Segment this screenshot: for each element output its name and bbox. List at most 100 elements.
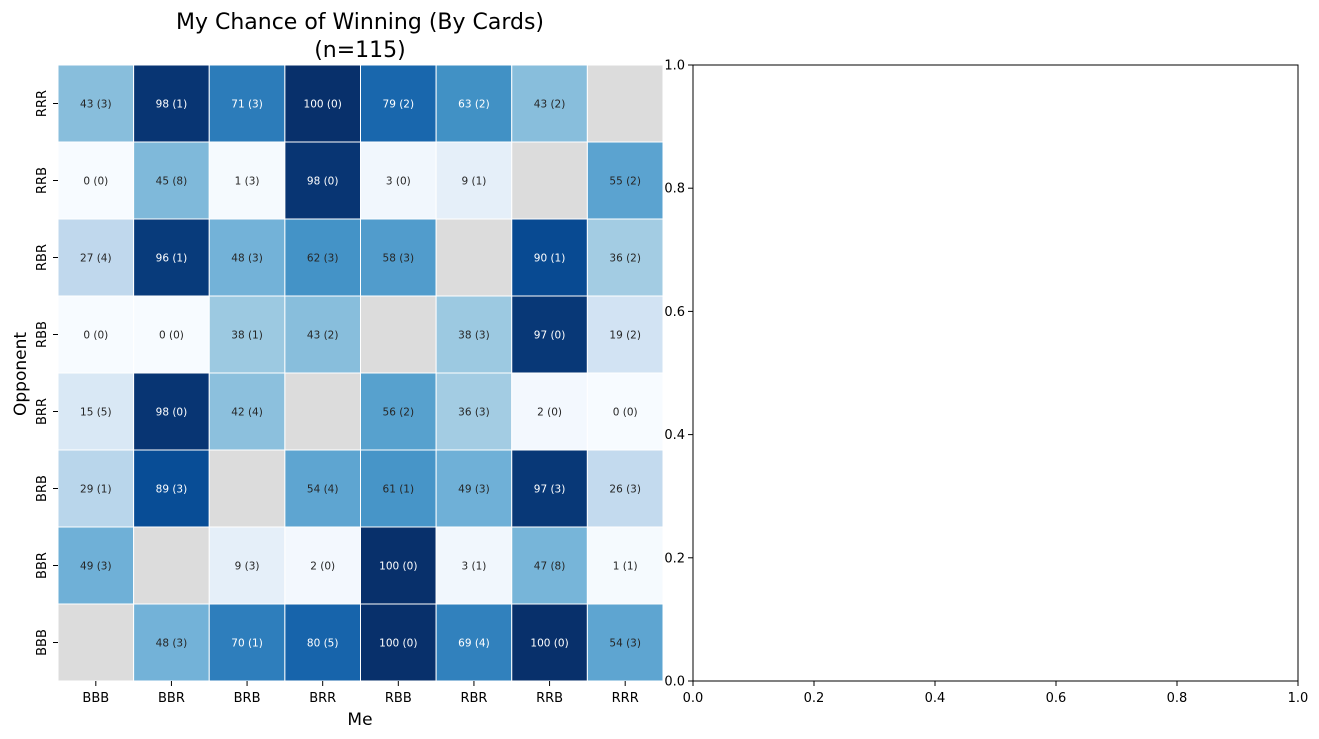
y-tick-label: BBB <box>35 629 50 656</box>
heatmap-cell <box>511 603 588 682</box>
y-tick-label: RRR <box>35 90 50 117</box>
heatmap-cell <box>57 295 135 374</box>
heatmap-cell <box>360 526 437 605</box>
x-tick-label: RRR <box>612 691 639 706</box>
heatmap-cell-label: 70 (1) <box>231 638 263 650</box>
heatmap-cell <box>133 603 210 682</box>
heatmap-cell-label: 42 (4) <box>231 407 263 419</box>
heatmap-cell <box>284 218 361 297</box>
heatmap-cell-label: 9 (1) <box>461 176 486 188</box>
heatmap-cell <box>360 603 437 682</box>
heatmap-cell-label: 27 (4) <box>80 253 112 265</box>
heatmap-cell-label: 2 (0) <box>537 407 562 419</box>
y-tick-label: 0.6 <box>664 305 685 320</box>
heatmap-cell <box>208 372 286 451</box>
heatmap-cell-label: 98 (1) <box>156 99 188 111</box>
heatmap-cell <box>284 295 361 374</box>
y-tick-label: 0.0 <box>664 675 685 690</box>
x-tick-label: 0.8 <box>1167 691 1188 706</box>
heatmap-cell <box>208 218 286 297</box>
heatmap-panel: My Chance of Winning (By Cards) (n=115) … <box>11 10 664 730</box>
heatmap-cell <box>57 64 135 143</box>
y-tick-label: 0.8 <box>664 182 685 197</box>
heatmap-cell-label: 26 (3) <box>609 484 641 496</box>
heatmap-cell <box>586 141 664 220</box>
y-tick-label: 0.2 <box>664 551 685 566</box>
heatmap-cell <box>586 372 664 451</box>
heatmap-cell-label: 63 (2) <box>458 99 490 111</box>
heatmap-cell <box>57 603 135 682</box>
heatmap-cell <box>435 218 513 297</box>
heatmap-cell-label: 45 (8) <box>156 176 188 188</box>
heatmap-cell-label: 2 (0) <box>310 561 335 573</box>
heatmap-cell <box>360 141 437 220</box>
heatmap-cell <box>586 603 664 682</box>
heatmap-cell-label: 36 (3) <box>458 407 490 419</box>
heatmap-cell <box>57 526 135 605</box>
heatmap-cell-label: 43 (3) <box>80 99 112 111</box>
heatmap-cell <box>57 372 135 451</box>
heatmap-cell-label: 71 (3) <box>231 99 263 111</box>
x-tick-label: 0.4 <box>925 691 946 706</box>
y-tick-label: RRB <box>35 167 50 194</box>
heatmap-title: My Chance of Winning (By Cards) <box>176 10 544 35</box>
heatmap-cell-label: 49 (3) <box>458 484 490 496</box>
heatmap-cell <box>208 449 286 528</box>
x-tick-label: 1.0 <box>1288 691 1309 706</box>
heatmap-cell-label: 19 (2) <box>609 330 641 342</box>
heatmap-cell-label: 80 (5) <box>307 638 339 650</box>
empty-axes-frame <box>692 64 1299 682</box>
x-tick-label: BBR <box>158 691 185 706</box>
empty-axes-y-ticks: 0.0 0.2 0.4 0.6 0.8 1.0 <box>664 59 693 690</box>
y-tick-label: 0.4 <box>664 428 685 443</box>
heatmap-cell-label: 49 (3) <box>80 561 112 573</box>
heatmap-cell-label: 96 (1) <box>156 253 188 265</box>
heatmap-subtitle: (n=115) <box>314 38 406 63</box>
heatmap-cell <box>511 141 588 220</box>
y-tick-label: BRB <box>35 475 50 502</box>
x-tick-label: BBB <box>82 691 109 706</box>
heatmap-cell <box>284 449 361 528</box>
heatmap-cell <box>284 64 361 143</box>
x-tick-label: RRB <box>536 691 563 706</box>
heatmap-cell-label: 79 (2) <box>383 99 415 111</box>
heatmap-cell-label: 43 (2) <box>534 99 566 111</box>
heatmap-cell <box>208 603 286 682</box>
heatmap-cell-label: 0 (0) <box>83 330 108 342</box>
heatmap-cell-label: 1 (3) <box>235 176 260 188</box>
heatmap-cell-label: 69 (4) <box>458 638 490 650</box>
heatmap-cell <box>435 449 513 528</box>
heatmap-cell-label: 15 (5) <box>80 407 112 419</box>
heatmap-cell-label: 100 (0) <box>304 99 342 111</box>
heatmap-cell-label: 48 (3) <box>231 253 263 265</box>
heatmap-cell <box>435 64 513 143</box>
heatmap-cell <box>208 141 286 220</box>
heatmap-cell <box>511 218 588 297</box>
x-tick-label: 0.0 <box>683 691 704 706</box>
heatmap-cell-label: 61 (1) <box>383 484 415 496</box>
x-tick-label: BRR <box>309 691 336 706</box>
heatmap-cell <box>435 603 513 682</box>
heatmap-cell <box>57 449 135 528</box>
y-tick-label: RBR <box>35 244 50 271</box>
heatmap-cell-label: 97 (3) <box>534 484 566 496</box>
y-tick-label: RBB <box>35 321 50 348</box>
heatmap-cell-label: 9 (3) <box>235 561 260 573</box>
heatmap-cell-label: 90 (1) <box>534 253 566 265</box>
heatmap-cell-label: 36 (2) <box>609 253 641 265</box>
heatmap-cell-label: 62 (3) <box>307 253 339 265</box>
y-tick-label: BBR <box>35 552 50 579</box>
heatmap-cell <box>284 526 361 605</box>
heatmap-cell <box>133 449 210 528</box>
y-tick-label: BRR <box>35 398 50 425</box>
heatmap-cell <box>360 64 437 143</box>
heatmap-cell <box>360 218 437 297</box>
heatmap-cell-label: 1 (1) <box>613 561 638 573</box>
heatmap-cell-label: 0 (0) <box>159 330 184 342</box>
heatmap-cell-label: 3 (1) <box>461 561 486 573</box>
heatmap-cell <box>133 295 210 374</box>
heatmap-cell <box>511 526 588 605</box>
heatmap-cell <box>360 295 437 374</box>
x-tick-label: RBB <box>385 691 412 706</box>
